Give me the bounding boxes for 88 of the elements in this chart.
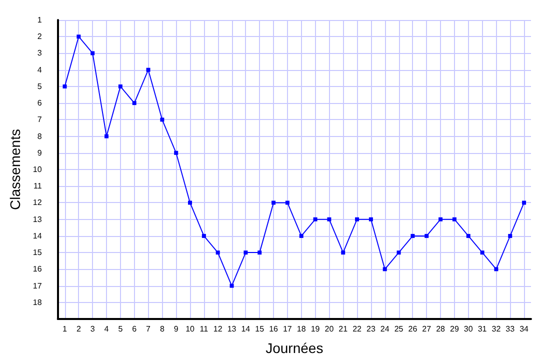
point: [410, 234, 415, 238]
x-tick-label: 27: [422, 324, 432, 334]
point: [174, 150, 178, 155]
x-tick-label: 10: [186, 324, 196, 334]
x-tick-label: 22: [352, 324, 362, 334]
point: [480, 250, 484, 255]
point: [299, 234, 304, 238]
x-tick-label: 1: [62, 324, 68, 334]
point: [216, 250, 220, 255]
y-tick-label: 7: [37, 115, 42, 124]
point: [522, 200, 526, 205]
x-tick-label: 8: [160, 324, 165, 334]
point: [188, 200, 192, 205]
point: [494, 267, 498, 272]
x-tick-label: 4: [104, 324, 110, 334]
x-tick-label: 12: [213, 324, 223, 334]
y-tick-label: 15: [32, 248, 42, 258]
point: [202, 234, 206, 238]
x-tick-label: 28: [436, 324, 446, 334]
point: [90, 51, 95, 56]
y-tick-label: 11: [33, 182, 42, 191]
point: [62, 84, 67, 88]
y-tick-label: 6: [37, 98, 42, 108]
y-tick-label: 9: [37, 148, 42, 158]
x-tick-label: 20: [324, 324, 334, 334]
y-axis-title: Classements: [7, 129, 23, 210]
y-tick-label: 13: [32, 214, 42, 224]
point: [382, 267, 387, 272]
point: [313, 217, 318, 222]
y-tick-label: 18: [32, 298, 42, 307]
point: [452, 217, 456, 222]
x-tick-label: 14: [241, 324, 251, 334]
y-tick-label: 4: [37, 65, 42, 74]
x-tick-label: 21: [338, 324, 348, 334]
x-tick-label: 33: [506, 324, 516, 334]
y-tick-label: 8: [37, 132, 42, 141]
y-tick-label: 3: [37, 48, 42, 58]
y-tick-label: 5: [37, 82, 42, 91]
x-tick-label: 18: [296, 324, 306, 334]
y-tick-label: 14: [32, 231, 42, 240]
x-tick-label: 9: [174, 324, 179, 334]
x-tick-label: 25: [394, 324, 404, 334]
point: [341, 250, 346, 255]
x-tick-label: 31: [478, 324, 488, 334]
x-tick-label: 13: [227, 324, 237, 334]
x-tick-label: 24: [380, 324, 390, 334]
y-tick-label: 12: [32, 198, 42, 208]
x-tick-label: 6: [132, 324, 138, 334]
point: [508, 234, 512, 238]
x-tick-label: 5: [118, 324, 124, 334]
x-tick-label: 11: [200, 324, 209, 334]
point: [244, 250, 248, 255]
x-tick-label: 3: [90, 324, 96, 334]
point: [327, 217, 332, 222]
point: [132, 101, 136, 106]
y-tick-label: 16: [32, 264, 42, 274]
point: [76, 34, 81, 39]
point: [118, 84, 122, 88]
point: [466, 234, 470, 238]
point: [396, 250, 401, 255]
x-tick-label: 26: [408, 324, 418, 334]
x-tick-label: 19: [310, 324, 320, 334]
point: [355, 217, 360, 222]
point: [424, 234, 429, 238]
x-tick-label: 15: [255, 324, 265, 334]
x-tick-label: 34: [520, 324, 530, 334]
y-tick-label: 2: [37, 32, 42, 42]
point: [258, 250, 262, 255]
x-tick-label: 29: [450, 324, 460, 334]
point: [438, 217, 443, 222]
point: [272, 200, 276, 205]
x-tick-label: 32: [492, 324, 502, 334]
x-tick-label: 17: [282, 324, 292, 334]
point: [146, 68, 150, 72]
x-tick-label: 30: [464, 324, 474, 334]
y-tick-label: 17: [32, 281, 42, 290]
point: [160, 118, 164, 122]
x-tick-label: 23: [366, 324, 376, 334]
x-tick-label: 2: [76, 324, 82, 334]
point: [230, 284, 234, 288]
y-tick-label: 1: [37, 16, 42, 24]
x-tick-label: 16: [269, 324, 279, 334]
point: [285, 200, 290, 205]
point: [104, 134, 109, 138]
x-axis-title: Journées: [266, 340, 324, 356]
y-tick-label: 10: [32, 165, 42, 174]
x-tick-label: 7: [146, 324, 152, 334]
point: [368, 217, 373, 222]
